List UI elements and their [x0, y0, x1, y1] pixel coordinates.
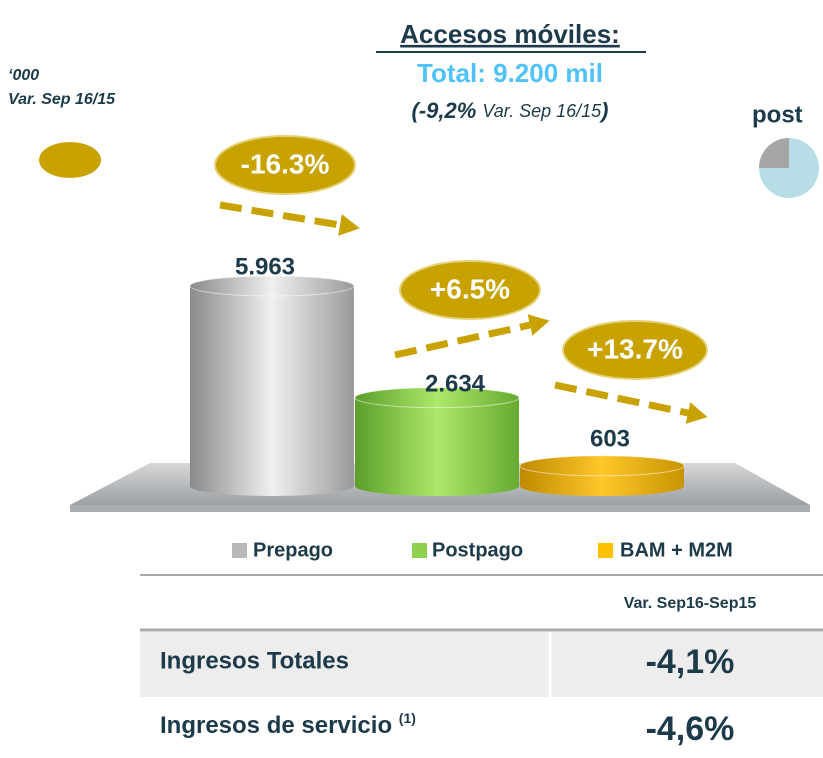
change-label: -16.3% — [241, 148, 330, 179]
trend-arrow — [394, 321, 531, 359]
table-header: Var. Sep16-Sep15 — [624, 595, 757, 612]
unit-label: ‘000 — [8, 67, 39, 84]
trend-arrow — [554, 381, 689, 417]
floor-edge — [70, 505, 810, 512]
bar-top — [354, 387, 520, 409]
value-label: 603 — [590, 425, 630, 452]
legend-label: Postpago — [432, 539, 523, 561]
legend-swatch — [598, 543, 613, 558]
change-oval — [562, 320, 708, 380]
row-value: -4,6% — [646, 710, 735, 748]
note-part: Var. Sep 16/15 — [482, 101, 602, 121]
value-label: 5.963 — [235, 253, 295, 280]
legend-swatch — [232, 543, 247, 558]
row-label: Ingresos de servicio (1) — [160, 710, 416, 740]
arrow-head — [338, 214, 360, 236]
arrow-head — [527, 314, 550, 336]
note: (-9,2% Var. Sep 16/15) — [412, 98, 609, 123]
row-label: Ingresos Totales — [160, 647, 349, 674]
legend-oval — [39, 142, 101, 178]
unit-note: Var. Sep 16/15 — [8, 91, 116, 108]
legend-swatch — [412, 543, 427, 558]
legend-label: BAM + M2M — [620, 539, 733, 561]
bar-top — [519, 455, 685, 477]
bar-top — [189, 275, 355, 297]
bar-body — [190, 286, 354, 496]
row-value: -4,1% — [646, 643, 735, 681]
change-label: +13.7% — [587, 333, 683, 364]
legend-label: Prepago — [253, 539, 333, 561]
arrow-head — [685, 402, 708, 424]
change-oval — [399, 260, 541, 320]
footnote-mark: (1) — [399, 710, 416, 726]
note-part: ) — [599, 98, 608, 123]
pie-slice — [759, 138, 789, 168]
bar — [189, 275, 355, 496]
table-row-bg — [140, 632, 823, 697]
bar — [519, 455, 685, 496]
row-label-text: Ingresos de servicio — [160, 712, 392, 739]
subtitle: Total: 9.200 mil — [417, 58, 603, 88]
note-part: (-9,2% — [412, 98, 477, 123]
value-label: 2.634 — [425, 370, 486, 397]
change-label: +6.5% — [430, 273, 510, 304]
trend-arrow — [219, 201, 341, 229]
bar-body — [355, 397, 519, 496]
change-oval — [214, 135, 356, 195]
bar — [354, 387, 520, 496]
chart-title: Accesos móviles: — [400, 19, 620, 49]
side-label: post — [752, 101, 803, 128]
